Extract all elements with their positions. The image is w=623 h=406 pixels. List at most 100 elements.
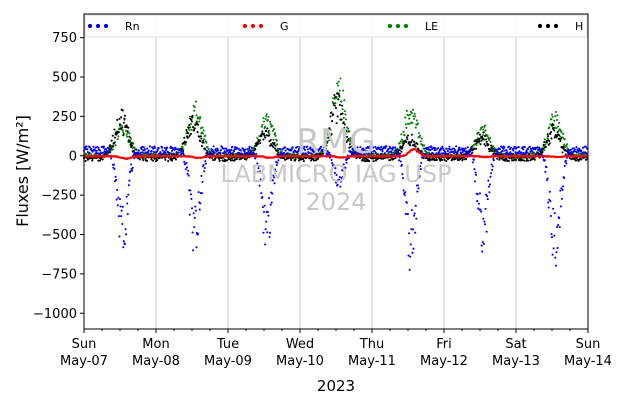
h-point bbox=[454, 157, 457, 161]
rn-point bbox=[276, 161, 279, 164]
rn-point bbox=[324, 148, 328, 152]
le-point bbox=[489, 140, 492, 143]
legend-marker-h bbox=[553, 23, 559, 29]
rn-point bbox=[250, 149, 253, 152]
legend-marker-g bbox=[242, 23, 248, 29]
rn-point bbox=[435, 152, 438, 155]
x-tick-label-date: May-07 bbox=[60, 354, 108, 369]
le-point bbox=[423, 144, 426, 147]
h-point bbox=[195, 122, 199, 125]
h-point bbox=[274, 144, 277, 147]
h-point bbox=[227, 158, 230, 161]
rn-point bbox=[246, 152, 249, 155]
h-point bbox=[562, 145, 565, 148]
h-point bbox=[169, 158, 172, 161]
h-point bbox=[287, 157, 290, 160]
le-point bbox=[184, 143, 187, 146]
rn-point bbox=[261, 206, 264, 209]
rn-point bbox=[149, 153, 152, 156]
h-point bbox=[212, 159, 215, 162]
h-point bbox=[91, 157, 94, 160]
le-point bbox=[343, 110, 346, 113]
rn-point bbox=[507, 145, 510, 148]
legend-label-rn: Rn bbox=[125, 20, 140, 33]
rn-point bbox=[444, 150, 447, 153]
le-point bbox=[128, 132, 131, 135]
rn-point bbox=[124, 228, 127, 231]
rn-point bbox=[379, 148, 382, 151]
h-point bbox=[267, 131, 270, 134]
h-point bbox=[493, 150, 496, 153]
rn-point bbox=[420, 161, 423, 165]
rn-point bbox=[570, 152, 573, 155]
rn-point bbox=[341, 176, 344, 179]
rn-point bbox=[488, 183, 492, 186]
rn-point bbox=[257, 165, 261, 168]
rn-point bbox=[131, 166, 134, 169]
rn-point bbox=[122, 246, 125, 249]
rn-point bbox=[548, 190, 551, 193]
h-point bbox=[263, 134, 266, 137]
rn-point bbox=[216, 147, 219, 150]
le-point bbox=[265, 115, 268, 118]
rn-point bbox=[174, 148, 177, 151]
le-point bbox=[193, 109, 196, 112]
h-point bbox=[465, 157, 468, 160]
h-point bbox=[551, 123, 554, 126]
rn-point bbox=[153, 146, 156, 149]
rn-point bbox=[114, 175, 117, 178]
legend-marker-le bbox=[387, 23, 393, 29]
le-point bbox=[269, 120, 272, 123]
rn-point bbox=[258, 184, 261, 187]
rn-point bbox=[482, 242, 485, 245]
rn-point bbox=[459, 148, 462, 151]
h-point bbox=[491, 150, 494, 153]
h-point bbox=[401, 146, 404, 149]
le-point bbox=[550, 118, 553, 121]
rn-point bbox=[129, 170, 132, 173]
h-point bbox=[394, 157, 397, 160]
rn-point bbox=[393, 152, 396, 155]
h-point bbox=[380, 157, 383, 160]
h-point bbox=[506, 159, 509, 162]
rn-point bbox=[126, 202, 129, 205]
rn-point bbox=[119, 205, 122, 208]
rn-point bbox=[416, 184, 420, 187]
h-point bbox=[214, 157, 217, 160]
rn-point bbox=[189, 189, 192, 192]
h-point bbox=[294, 158, 297, 161]
rn-point bbox=[511, 152, 514, 155]
h-point bbox=[122, 134, 125, 137]
h-point bbox=[187, 132, 190, 135]
rn-point bbox=[187, 174, 190, 177]
h-point bbox=[479, 143, 482, 146]
le-point bbox=[202, 132, 205, 135]
rn-point bbox=[566, 150, 569, 153]
le-point bbox=[482, 128, 485, 131]
rn-point bbox=[192, 249, 195, 252]
rn-point bbox=[581, 146, 585, 149]
h-point bbox=[460, 157, 463, 160]
rn-point bbox=[554, 256, 557, 259]
rn-point bbox=[345, 161, 348, 164]
h-point bbox=[335, 122, 338, 125]
rn-point bbox=[334, 167, 337, 170]
rn-point bbox=[564, 159, 567, 162]
rn-point bbox=[233, 150, 236, 153]
le-point bbox=[408, 117, 411, 120]
h-point bbox=[485, 140, 488, 143]
le-point bbox=[558, 128, 561, 131]
h-point bbox=[197, 123, 200, 126]
rn-point bbox=[495, 152, 498, 155]
rn-point bbox=[185, 161, 188, 164]
rn-point bbox=[527, 147, 530, 151]
le-point bbox=[188, 128, 191, 131]
rn-point bbox=[121, 205, 124, 208]
legend: Rn G LE H bbox=[84, 14, 588, 38]
rn-point bbox=[404, 191, 407, 194]
rn-point bbox=[259, 170, 262, 173]
le-point bbox=[409, 113, 412, 116]
rn-point bbox=[202, 163, 205, 166]
x-tick-label-day: Mon bbox=[142, 337, 169, 352]
rn-point bbox=[498, 148, 501, 151]
